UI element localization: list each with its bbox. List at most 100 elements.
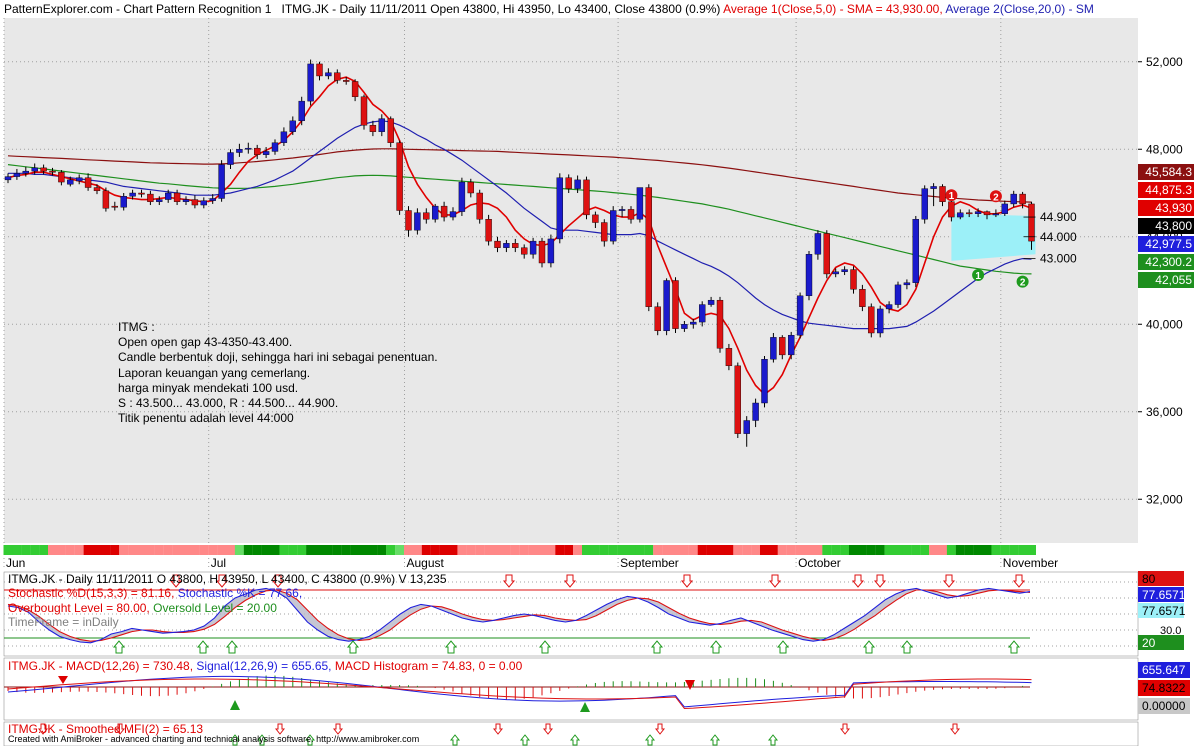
pattern-markers: 1 2 1 2 bbox=[945, 189, 1029, 289]
trend-strip-cell bbox=[644, 545, 654, 555]
trend-strip-cell bbox=[519, 545, 529, 555]
candle-body bbox=[494, 240, 501, 248]
trend-strip-cell bbox=[65, 545, 75, 555]
trend-strip-cell bbox=[181, 545, 191, 555]
candle-body bbox=[387, 118, 394, 143]
buy-arrow bbox=[112, 640, 126, 654]
moving-average-line bbox=[7, 164, 1032, 275]
trend-strip-cell bbox=[617, 545, 627, 555]
trend-strip-cell bbox=[323, 545, 333, 555]
macd-tag-label: 0.00000 bbox=[1142, 699, 1186, 713]
note-line: harga minyak mendekati 100 usd. bbox=[118, 380, 299, 395]
candle-body bbox=[111, 205, 119, 208]
trend-strip-cell bbox=[768, 545, 778, 555]
candle-body bbox=[814, 233, 822, 255]
candle-body bbox=[716, 299, 724, 349]
trend-strip-cell bbox=[715, 545, 725, 555]
sell-arrow bbox=[942, 574, 956, 588]
buy-arrow bbox=[538, 640, 552, 654]
candle-body bbox=[280, 131, 288, 143]
trend-strip-cell bbox=[457, 545, 467, 555]
price-tag bbox=[1138, 254, 1194, 270]
price-tag-label: 43,800 bbox=[1155, 219, 1192, 233]
price-tag bbox=[1138, 272, 1194, 288]
sell-arrow bbox=[1012, 574, 1026, 588]
candle-body bbox=[850, 269, 857, 290]
y-tick-label: 44,000 bbox=[1146, 230, 1183, 244]
mfi-buy-arrow bbox=[449, 734, 461, 746]
buy-arrow bbox=[196, 640, 210, 654]
candle-body bbox=[307, 63, 314, 102]
mfi-sell-arrow bbox=[839, 723, 851, 735]
candle-body bbox=[1019, 193, 1026, 205]
trend-strip-cell bbox=[724, 545, 734, 555]
trend-strip-cell bbox=[163, 545, 173, 555]
trend-strip-cell bbox=[466, 545, 476, 555]
stoch-legend-row: Overbought Level = 80.00, Oversold Level… bbox=[8, 601, 302, 616]
candle-body bbox=[512, 243, 519, 248]
y-tick-label: 40,000 bbox=[1146, 317, 1183, 331]
price-tag-label: 42,977.5 bbox=[1145, 237, 1192, 251]
trend-strip-cell bbox=[234, 545, 244, 555]
candle-body bbox=[636, 187, 644, 220]
price-axis: 52,000 48,000 44,000 40,000 36,000 32,000 bbox=[1138, 55, 1183, 506]
mfi-label: ITMG.JK - Smoothed MFI(2) = 65.13 bbox=[8, 722, 204, 736]
macd-tag bbox=[1138, 698, 1190, 714]
trend-strip-cell bbox=[101, 545, 111, 555]
stoch-tag bbox=[1138, 587, 1184, 602]
trend-strip-cell bbox=[332, 545, 342, 555]
trend-strip-cell bbox=[92, 545, 102, 555]
candle-body bbox=[316, 63, 323, 77]
trend-strip-cell bbox=[929, 545, 939, 555]
trend-strip-cell bbox=[706, 545, 716, 555]
trend-strip-cell bbox=[154, 545, 164, 555]
price-tag bbox=[1138, 200, 1194, 216]
candle-body bbox=[253, 147, 261, 155]
candle-body bbox=[351, 81, 359, 97]
candle-body bbox=[236, 149, 243, 153]
trend-strip-cell bbox=[964, 545, 974, 555]
candle-body bbox=[40, 167, 47, 172]
y-tick-label: 48,000 bbox=[1146, 142, 1183, 156]
moving-average-line bbox=[7, 148, 1032, 203]
analysis-note: ITMG : Open open gap 43-4350-43.400. Can… bbox=[118, 320, 438, 426]
buy-arrow bbox=[225, 640, 239, 654]
candle-body bbox=[298, 100, 305, 122]
candle-body bbox=[405, 210, 412, 231]
mfi-sell-arrow bbox=[654, 723, 666, 735]
trend-strip-cell bbox=[217, 545, 227, 555]
macd-tag bbox=[1138, 662, 1190, 678]
candle-body bbox=[1001, 203, 1008, 214]
y-tick-label: 52,000 bbox=[1146, 55, 1183, 69]
moving-average-line bbox=[8, 120, 1032, 330]
mfi-sell-arrow bbox=[492, 723, 504, 735]
price-tag bbox=[1138, 236, 1194, 252]
trend-strip-cell bbox=[421, 545, 431, 555]
trend-strip-cell bbox=[697, 545, 707, 555]
trend-strip-cell bbox=[831, 545, 841, 555]
candle-body bbox=[467, 181, 474, 194]
avg1-label: Average 1(Close,5,0) - SMA = 43,930.00, bbox=[723, 2, 943, 16]
trend-strip-cell bbox=[653, 545, 663, 555]
note-line: Candle berbentuk doji, sehingga hari ini… bbox=[118, 350, 438, 365]
stoch-k-label: Stochastic %K = 77.66, bbox=[177, 586, 303, 600]
mfi-buy-arrow bbox=[644, 734, 656, 746]
pattern-marker bbox=[972, 269, 985, 282]
stoch-title: ITMG.JK - Daily 11/11/2011 O 43800, H 43… bbox=[8, 572, 447, 586]
candle-body bbox=[200, 200, 208, 206]
stoch-legend-row: TimeFrame = inDaily bbox=[8, 615, 302, 630]
candle-body bbox=[147, 193, 154, 202]
timeframe-label: TimeFrame = inDaily bbox=[8, 615, 119, 629]
credit-text: Created with AmiBroker - advanced charti… bbox=[8, 734, 420, 744]
trend-strip-cell bbox=[74, 545, 84, 555]
candle-body bbox=[173, 192, 181, 202]
oversold-label: Oversold Level = 20.00 bbox=[153, 600, 277, 615]
candle-body bbox=[1010, 193, 1017, 205]
trend-strip-cell bbox=[341, 545, 351, 555]
candle-body bbox=[245, 147, 252, 150]
trend-strip-cell bbox=[172, 545, 182, 555]
macd-sell-marker bbox=[685, 680, 695, 690]
month-label: October bbox=[798, 556, 841, 570]
note-line: Laporan keuangan yang cemerlang. bbox=[118, 365, 311, 380]
mfi-buy-arrow bbox=[569, 734, 581, 746]
